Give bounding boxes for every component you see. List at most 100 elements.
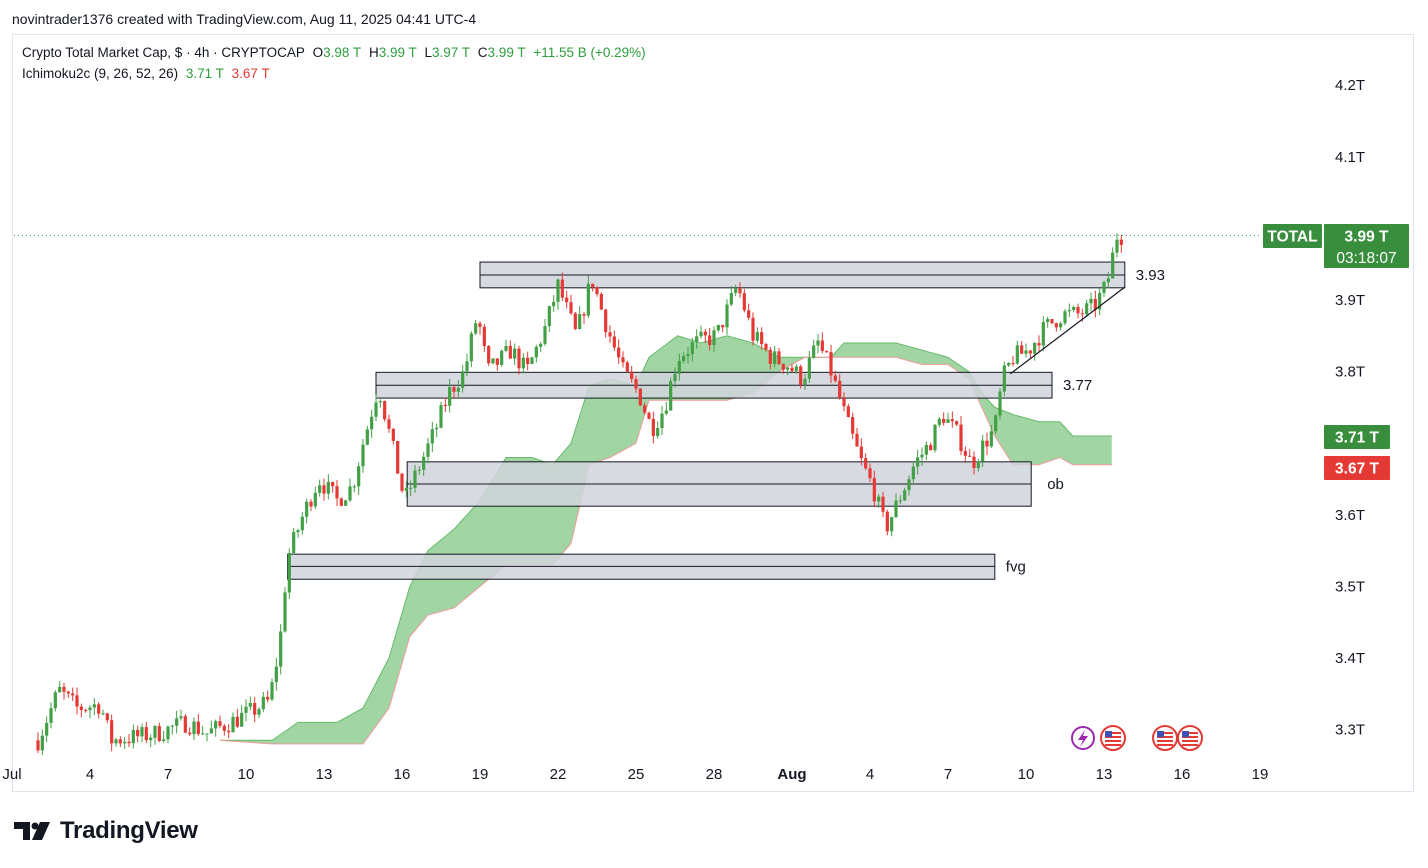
- candle-186-body: [842, 398, 846, 407]
- tradingview-logo-icon: [14, 822, 50, 840]
- span-b-badge-bg: [1324, 456, 1390, 480]
- candle-248-body: [1111, 252, 1115, 279]
- candle-133-body: [612, 336, 616, 348]
- candle-134-body: [617, 347, 621, 358]
- candle-79-body: [378, 401, 382, 403]
- candle-108-body: [504, 345, 508, 351]
- candle-163-body: [742, 293, 746, 311]
- candle-245-body: [1098, 292, 1102, 310]
- candle-143-body: [656, 427, 660, 437]
- x-tick-19: 19: [472, 766, 489, 783]
- candle-209-body: [942, 418, 946, 423]
- candle-38-body: [201, 733, 205, 735]
- candle-123-body: [569, 302, 573, 314]
- close-label: C: [477, 45, 488, 60]
- candle-169-body: [768, 349, 772, 364]
- us-flag-icon-3-stripe-1: [1182, 736, 1198, 738]
- candle-118-body: [547, 306, 551, 327]
- candle-238-body: [1067, 309, 1071, 312]
- candle-175-body: [794, 366, 798, 372]
- candle-129-body: [595, 287, 599, 295]
- candle-157-body: [716, 325, 720, 331]
- candle-178-body: [807, 357, 811, 379]
- tradingview-logo[interactable]: TradingView: [14, 816, 198, 846]
- candle-63-body: [309, 501, 313, 507]
- candle-105-body: [491, 358, 495, 364]
- close-value: 3.99 T: [487, 45, 526, 60]
- candle-249-body: [1115, 239, 1119, 253]
- candle-62-body: [305, 501, 309, 517]
- candle-85-body: [404, 488, 408, 491]
- candle-97-body: [456, 387, 460, 392]
- candle-181-body: [820, 340, 824, 351]
- symbol-legend[interactable]: Crypto Total Market Cap, $ · 4h · CRYPTO…: [22, 45, 650, 60]
- candle-11-body: [84, 710, 88, 712]
- y-axis: 4.2T 4.1T 3.9T 3.8T 3.6T 3.5T 3.4T 3.3T: [1335, 77, 1365, 738]
- ticker-badge-text: TOTAL: [1267, 229, 1317, 246]
- candle-41-body: [214, 721, 218, 729]
- candle-144-body: [660, 413, 664, 428]
- candle-165-body: [751, 317, 755, 341]
- candle-91-body: [430, 429, 434, 444]
- candle-156-body: [712, 330, 716, 345]
- candle-32-body: [175, 718, 179, 726]
- candle-19-body: [118, 739, 122, 744]
- candle-74-body: [357, 466, 361, 487]
- open-label: O: [312, 45, 324, 60]
- us-flag-icon-2-stripe-3: [1157, 744, 1173, 746]
- candle-50-body: [253, 703, 257, 715]
- x-tick-25: 25: [628, 766, 645, 783]
- candle-78-body: [374, 402, 378, 417]
- candle-31-body: [170, 725, 174, 727]
- candle-116-body: [539, 343, 543, 347]
- candle-77-body: [370, 416, 374, 430]
- candle-25-body: [144, 727, 148, 741]
- candle-213-body: [959, 424, 963, 452]
- candle-243-body: [1089, 298, 1093, 304]
- y-tick-3.4T: 3.4T: [1335, 650, 1365, 667]
- candle-241-body: [1080, 313, 1084, 315]
- candle-102-body: [478, 323, 482, 327]
- candle-81-body: [387, 419, 391, 429]
- candle-76-body: [365, 429, 369, 445]
- candle-101-body: [474, 323, 478, 334]
- y-tick-3.6T: 3.6T: [1335, 507, 1365, 524]
- candle-28-body: [157, 726, 161, 741]
- candle-29-body: [162, 739, 166, 741]
- candle-236-body: [1059, 323, 1063, 328]
- candle-183-body: [829, 352, 833, 376]
- candle-127-body: [586, 283, 590, 316]
- candle-167-body: [760, 332, 764, 345]
- candle-61-body: [300, 516, 304, 531]
- candle-37-body: [196, 721, 200, 734]
- candle-84-body: [400, 473, 404, 491]
- candle-247-body: [1106, 278, 1110, 283]
- candle-69-body: [335, 486, 339, 499]
- candle-188-body: [851, 417, 855, 434]
- candle-15-body: [101, 713, 105, 715]
- candle-98-body: [461, 371, 465, 388]
- candle-189-body: [855, 433, 859, 447]
- candle-2-body: [45, 722, 49, 736]
- indicator-legend[interactable]: Ichimoku2c (9, 26, 52, 26) 3.71 T 3.67 T: [22, 66, 274, 81]
- candle-67-body: [326, 481, 330, 494]
- indicator-value-2: 3.67 T: [231, 66, 270, 81]
- candle-185-body: [838, 380, 842, 399]
- candle-120-body: [556, 279, 560, 302]
- candle-46-body: [235, 716, 239, 727]
- candle-14-body: [97, 704, 101, 714]
- candle-21-body: [127, 741, 131, 744]
- candle-89-body: [422, 456, 426, 470]
- candle-170-body: [773, 351, 777, 364]
- y-tick-3.3T: 3.3T: [1335, 722, 1365, 739]
- candle-208-body: [937, 418, 941, 425]
- candle-160-body: [729, 292, 733, 305]
- candle-161-body: [734, 288, 738, 293]
- span-a-badge-bg: [1324, 425, 1390, 449]
- candle-111-body: [517, 348, 521, 369]
- candle-26-body: [149, 737, 153, 741]
- candle-30-body: [166, 726, 170, 740]
- candle-173-body: [786, 367, 790, 370]
- candle-80-body: [383, 401, 387, 420]
